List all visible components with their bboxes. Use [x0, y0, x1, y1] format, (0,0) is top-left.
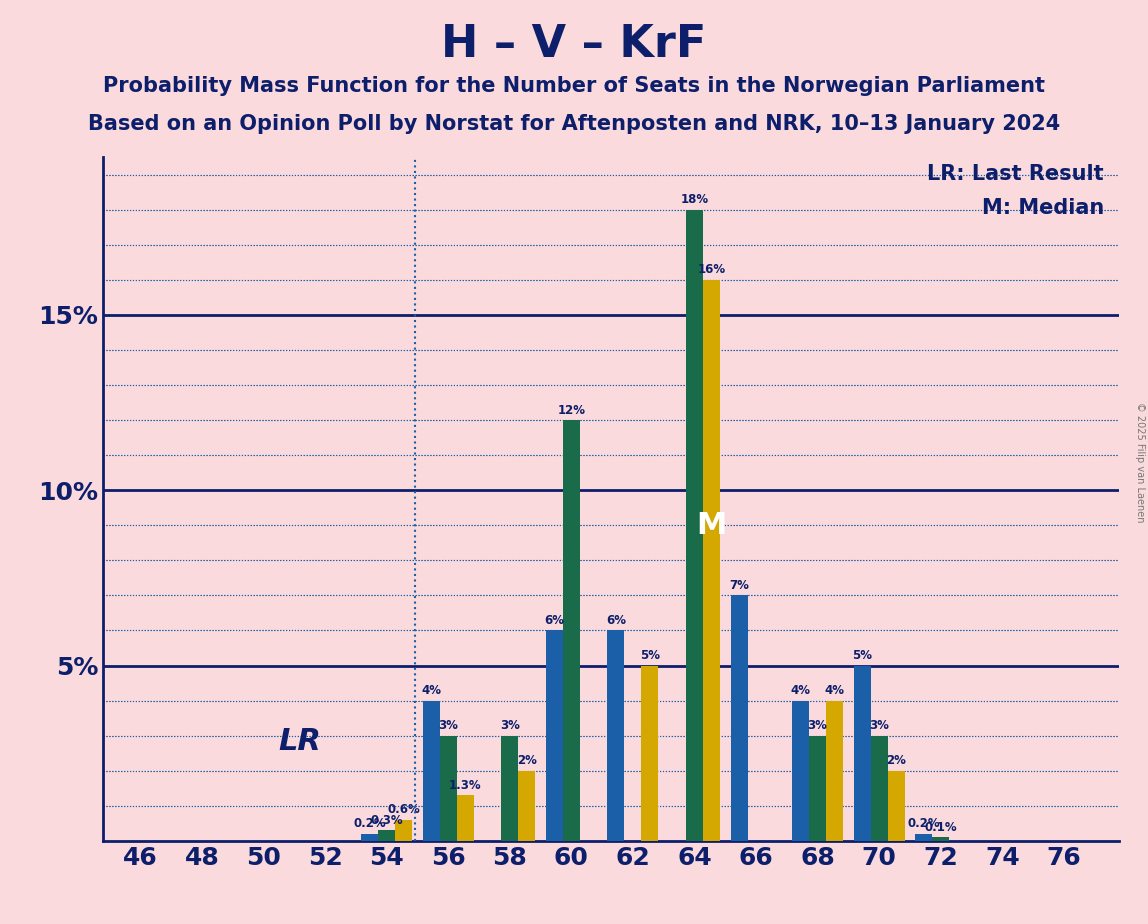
Bar: [870, 736, 887, 841]
Text: 0.6%: 0.6%: [387, 803, 420, 816]
Text: 18%: 18%: [681, 193, 708, 206]
Bar: [378, 831, 395, 841]
Bar: [440, 736, 457, 841]
Bar: [563, 420, 580, 841]
Text: 5%: 5%: [639, 649, 660, 662]
Bar: [932, 837, 949, 841]
Bar: [546, 630, 563, 841]
Text: 6%: 6%: [544, 614, 565, 627]
Bar: [792, 700, 809, 841]
Bar: [915, 833, 932, 841]
Text: 4%: 4%: [791, 684, 810, 697]
Bar: [687, 210, 703, 841]
Bar: [518, 771, 535, 841]
Text: 3%: 3%: [808, 719, 828, 732]
Text: 0.1%: 0.1%: [924, 821, 957, 833]
Bar: [827, 700, 843, 841]
Text: 16%: 16%: [697, 263, 726, 276]
Text: 5%: 5%: [852, 649, 872, 662]
Text: © 2025 Filip van Laenen: © 2025 Filip van Laenen: [1135, 402, 1145, 522]
Bar: [887, 771, 905, 841]
Text: Based on an Opinion Poll by Norstat for Aftenposten and NRK, 10–13 January 2024: Based on an Opinion Poll by Norstat for …: [88, 114, 1060, 134]
Bar: [502, 736, 518, 841]
Bar: [607, 630, 625, 841]
Bar: [457, 796, 473, 841]
Text: 0.2%: 0.2%: [354, 818, 386, 831]
Bar: [642, 665, 658, 841]
Text: 4%: 4%: [421, 684, 441, 697]
Text: 6%: 6%: [606, 614, 626, 627]
Bar: [854, 665, 870, 841]
Bar: [730, 595, 747, 841]
Text: 0.3%: 0.3%: [371, 814, 403, 827]
Text: Probability Mass Function for the Number of Seats in the Norwegian Parliament: Probability Mass Function for the Number…: [103, 76, 1045, 96]
Text: 3%: 3%: [869, 719, 889, 732]
Text: 7%: 7%: [729, 578, 748, 592]
Bar: [422, 700, 440, 841]
Text: 3%: 3%: [439, 719, 458, 732]
Text: H – V – KrF: H – V – KrF: [441, 23, 707, 67]
Bar: [809, 736, 827, 841]
Text: 3%: 3%: [499, 719, 520, 732]
Bar: [362, 833, 378, 841]
Text: 2%: 2%: [517, 754, 536, 767]
Bar: [395, 820, 412, 841]
Text: 2%: 2%: [886, 754, 906, 767]
Text: 0.2%: 0.2%: [907, 818, 940, 831]
Text: 4%: 4%: [824, 684, 845, 697]
Text: LR: Last Result: LR: Last Result: [928, 164, 1104, 184]
Text: LR: LR: [279, 726, 321, 756]
Text: M: Median: M: Median: [982, 198, 1104, 218]
Bar: [703, 280, 720, 841]
Text: M: M: [696, 511, 727, 540]
Text: 12%: 12%: [557, 404, 585, 417]
Text: 1.3%: 1.3%: [449, 779, 481, 792]
